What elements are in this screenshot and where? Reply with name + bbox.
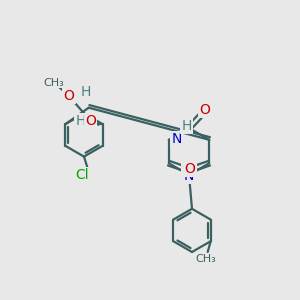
Text: H: H [182,119,192,133]
Text: O: O [184,162,196,176]
Text: O: O [64,89,74,103]
Text: N: N [171,132,181,146]
Text: H: H [80,85,91,99]
Text: H: H [75,114,86,128]
Text: Cl: Cl [76,168,89,182]
Text: O: O [182,162,194,176]
Text: O: O [85,114,96,128]
Text: CH₃: CH₃ [196,254,217,264]
Text: CH₃: CH₃ [44,77,64,88]
Text: O: O [200,103,210,117]
Text: N: N [184,169,194,182]
